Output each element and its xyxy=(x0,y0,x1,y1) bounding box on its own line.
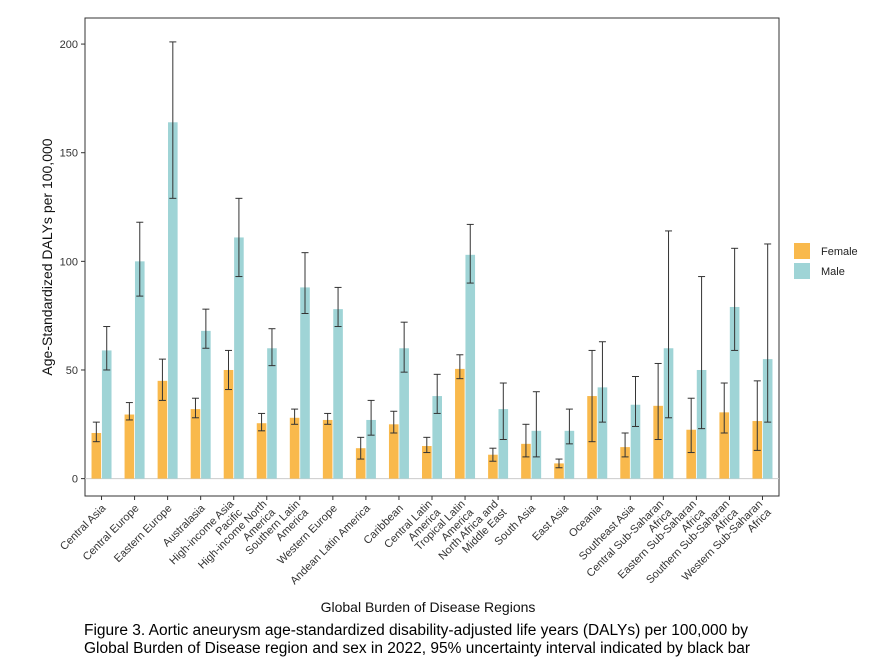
bar-female xyxy=(554,463,564,479)
bar-male xyxy=(168,122,178,479)
bar-male xyxy=(300,287,310,479)
bar-female xyxy=(157,380,168,479)
y-tick-label: 150 xyxy=(60,148,78,160)
bar-male xyxy=(267,348,277,479)
bar-male xyxy=(465,254,476,479)
x-tick-label: Eastern Europe xyxy=(112,502,175,565)
error-bars-layer xyxy=(92,41,772,469)
x-tick-label: East Asia xyxy=(530,502,572,544)
bar-male xyxy=(201,330,211,479)
bar-male xyxy=(432,396,442,479)
bar-male xyxy=(333,309,343,479)
y-axis-title: Age-Standardized DALYs per 100,000 xyxy=(39,138,55,375)
bar-male xyxy=(399,348,409,479)
bar-female xyxy=(620,447,630,479)
legend-label-female: Female xyxy=(821,246,858,258)
bar-female xyxy=(256,423,267,479)
bar-female xyxy=(355,448,366,479)
bar-male xyxy=(729,306,740,479)
plot-panel xyxy=(84,17,780,497)
y-tick-label: 0 xyxy=(72,474,78,486)
caption-line: Figure 3. Aortic aneurysm age-standardiz… xyxy=(84,622,748,639)
bar-male xyxy=(564,430,575,479)
legend-label-male: Male xyxy=(821,266,845,278)
y-tick-label: 50 xyxy=(66,365,78,377)
bar-female xyxy=(488,454,498,479)
bar-female xyxy=(223,369,234,479)
y-axis: 0 50 100 150 200 xyxy=(60,39,85,486)
bar-female xyxy=(124,414,135,479)
bar-female xyxy=(388,424,399,479)
bar-female xyxy=(289,417,300,479)
caption-line: Global Burden of Disease region and sex … xyxy=(84,640,751,657)
bar-male xyxy=(101,350,112,479)
bar-female xyxy=(653,405,663,479)
bar-male xyxy=(234,237,244,479)
y-tick-label: 200 xyxy=(60,39,78,51)
legend-swatch-female xyxy=(794,243,810,259)
legend: Female Male xyxy=(794,243,858,279)
bar-female xyxy=(190,409,201,479)
y-tick-label: 100 xyxy=(60,256,78,268)
bar-male xyxy=(366,419,376,479)
bar-female xyxy=(719,412,730,479)
bar-female xyxy=(455,368,465,479)
bar-male xyxy=(498,409,509,479)
bar-female xyxy=(686,429,696,479)
bar-male xyxy=(134,261,145,479)
bar-female xyxy=(91,432,102,479)
x-axis-title: Global Burden of Disease Regions xyxy=(321,599,536,615)
bar-female xyxy=(521,443,531,479)
figure-caption: Figure 3. Aortic aneurysm age-standardiz… xyxy=(84,622,844,658)
bar-female xyxy=(322,419,333,479)
bar-male xyxy=(597,387,608,479)
legend-swatch-male xyxy=(794,263,810,279)
bar-female xyxy=(422,446,432,479)
bar-male xyxy=(630,404,641,479)
